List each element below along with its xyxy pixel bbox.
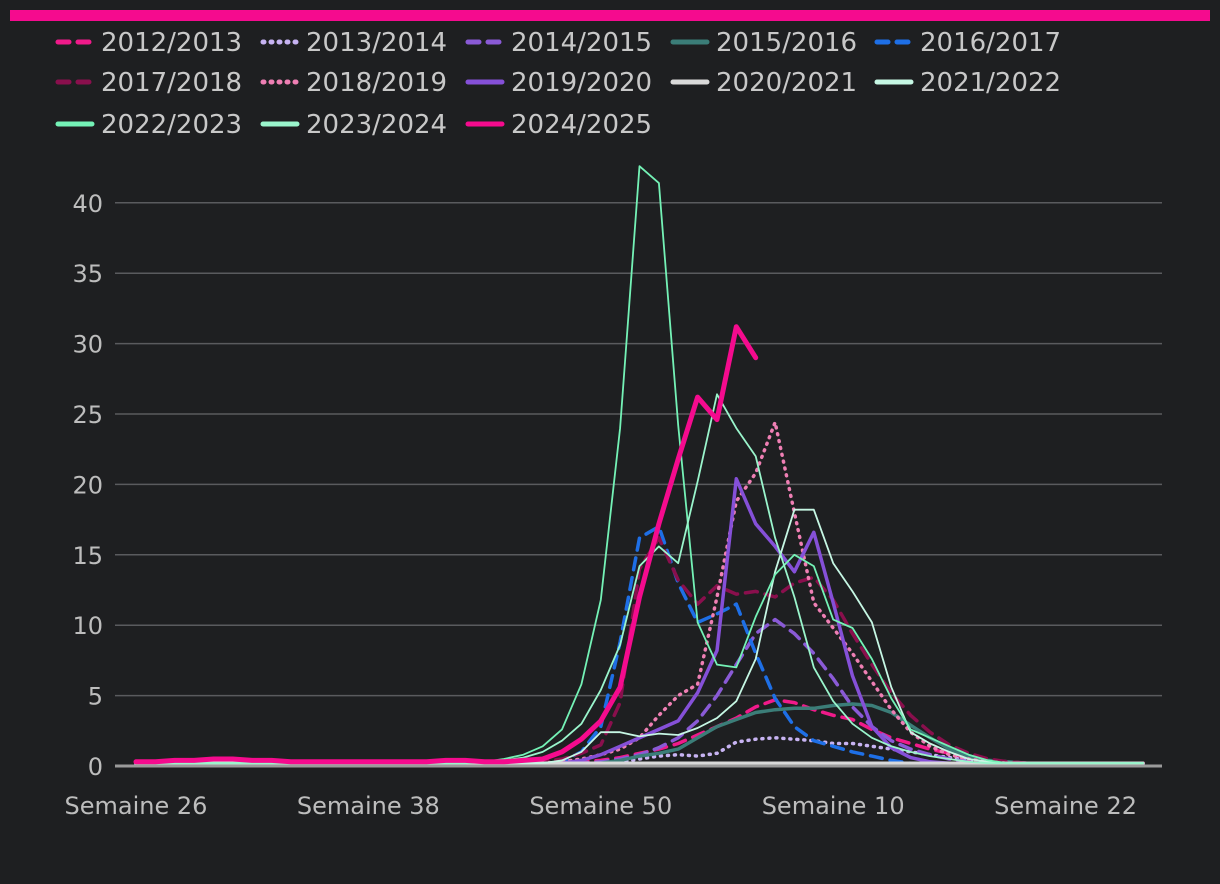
legend-item: 2016/2017 [874, 28, 1061, 58]
legend-label: 2013/2014 [306, 28, 447, 58]
legend-label: 2019/2020 [511, 68, 652, 98]
legend-item: 2023/2024 [260, 110, 447, 140]
legend-item: 2018/2019 [260, 68, 447, 98]
gridlines [115, 202, 1162, 697]
legend-item: 2015/2016 [670, 28, 857, 58]
y-tick-label: 15 [72, 542, 103, 570]
legend-item: 2021/2022 [874, 68, 1061, 98]
y-tick-label: 40 [72, 190, 103, 218]
legend: 2012/2013 2013/2014 2014/2015 2015/2016 2016… [55, 28, 1061, 140]
y-tick-label: 10 [72, 612, 103, 640]
y-tick-label: 5 [88, 683, 103, 711]
legend-label: 2012/2013 [101, 28, 242, 58]
legend-label: 2014/2015 [511, 28, 652, 58]
y-tick-label: 35 [72, 260, 103, 288]
legend-label: 2015/2016 [716, 28, 857, 58]
y-tick-label: 30 [72, 331, 103, 359]
legend-label: 2018/2019 [306, 68, 447, 98]
y-axis-ticks: 0 5 10 15 20 25 30 35 40 [72, 190, 103, 781]
legend-item: 2022/2023 [55, 110, 242, 140]
legend-label: 2022/2023 [101, 110, 242, 140]
legend-item: 2017/2018 [55, 68, 242, 98]
x-tick-label: Semaine 26 [65, 792, 208, 820]
legend-label: 2023/2024 [306, 110, 447, 140]
legend-label: 2020/2021 [716, 68, 857, 98]
legend-item: 2013/2014 [260, 28, 447, 58]
legend-item: 2012/2013 [55, 28, 242, 58]
legend-item: 2014/2015 [465, 28, 652, 58]
y-tick-label: 20 [72, 471, 103, 499]
legend-item: 2019/2020 [465, 68, 652, 98]
legend-label: 2016/2017 [920, 28, 1061, 58]
x-tick-label: Semaine 38 [297, 792, 440, 820]
x-tick-label: Semaine 22 [994, 792, 1137, 820]
legend-item: 2024/2025 [465, 110, 652, 140]
legend-label: 2024/2025 [511, 110, 652, 140]
x-axis-ticks: Semaine 26 Semaine 38 Semaine 50 Semaine 10… [65, 792, 1137, 820]
series-line-2024-2025 [133, 324, 759, 765]
x-tick-label: Semaine 10 [762, 792, 905, 820]
y-tick-label: 0 [88, 753, 103, 781]
y-tick-label: 25 [72, 401, 103, 429]
legend-item: 2020/2021 [670, 68, 857, 98]
legend-label: 2021/2022 [920, 68, 1061, 98]
x-tick-label: Semaine 50 [529, 792, 672, 820]
accent-bar [10, 10, 1210, 21]
legend-label: 2017/2018 [101, 68, 242, 98]
